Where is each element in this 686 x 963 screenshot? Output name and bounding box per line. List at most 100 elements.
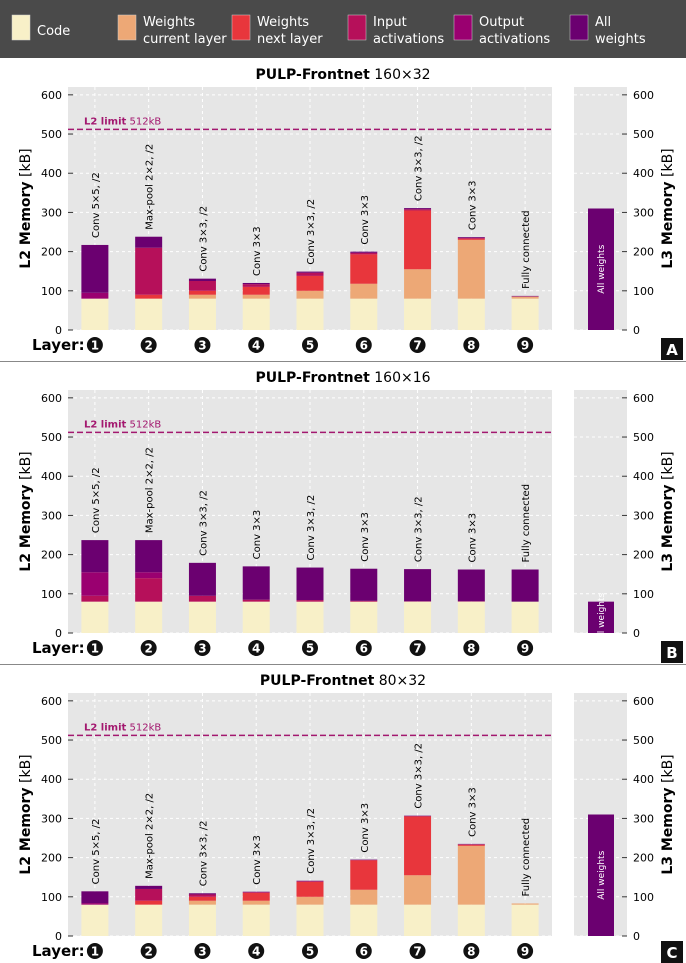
chart-title: PULP-Frontnet 160×16 bbox=[255, 370, 430, 386]
y-tick-label: 0 bbox=[633, 324, 640, 337]
l3-bar bbox=[588, 208, 614, 330]
y-tick-label: 400 bbox=[41, 470, 62, 483]
bar-segment-code bbox=[296, 601, 324, 633]
bar-segment-all-w bbox=[188, 893, 216, 895]
layer-type-label: Conv 3×3 bbox=[252, 226, 263, 276]
bar-segment-all-w bbox=[404, 208, 432, 210]
layer-type-label: Conv 3×3 bbox=[467, 787, 478, 837]
layer-type-label: Conv 3×3 bbox=[467, 180, 478, 230]
y-tick-label: 200 bbox=[41, 246, 62, 259]
layer-number: 6 bbox=[360, 642, 368, 656]
layer-number-badge bbox=[409, 943, 426, 959]
panel-letter-badge bbox=[661, 338, 683, 360]
bar-segment-in-act bbox=[188, 281, 216, 291]
bar-segment-w-cur bbox=[242, 900, 270, 905]
y-tick-label: 100 bbox=[41, 285, 62, 298]
layer-type-label: Conv 3×3, /2 bbox=[306, 808, 317, 874]
y-tick-label: 600 bbox=[633, 89, 654, 102]
bar-segment-in-act bbox=[404, 209, 432, 211]
l3-axis-title: L3 Memory [kB] bbox=[660, 754, 676, 874]
layer-type-label: Conv 3×3 bbox=[467, 513, 478, 563]
y-tick-label: 200 bbox=[633, 246, 654, 259]
y-tick-label: 0 bbox=[55, 324, 62, 337]
y-tick-label: 600 bbox=[41, 695, 62, 708]
y-tick-label: 600 bbox=[633, 392, 654, 405]
layer-type-label: Conv 5×5, /2 bbox=[91, 467, 102, 533]
bar-segment-code bbox=[457, 298, 485, 330]
bar-segment-code bbox=[511, 298, 539, 330]
bar-segment-code bbox=[242, 904, 270, 936]
y-tick-label: 100 bbox=[41, 588, 62, 601]
panel-c: PULP-Frontnet 80×32 0 0 100 100 200 200 300 300 4… bbox=[0, 666, 686, 963]
bar-segment-code bbox=[188, 298, 216, 330]
bar-segment-code bbox=[135, 904, 163, 936]
layer-type-label: Conv 3×3, /2 bbox=[306, 199, 317, 265]
legend-label: activations bbox=[373, 32, 444, 47]
panel-letter: B bbox=[666, 644, 677, 662]
l2-axis-title: L2 Memory [kB] bbox=[18, 451, 34, 571]
bar-segment-w-cur bbox=[457, 239, 485, 299]
layer-number-badge bbox=[409, 337, 426, 353]
bar-segment-w-next bbox=[350, 254, 378, 284]
y-tick-label: 200 bbox=[41, 549, 62, 562]
panel-letter-badge bbox=[661, 941, 683, 963]
layer-number: 8 bbox=[467, 945, 475, 959]
legend-label: Input bbox=[373, 15, 407, 30]
bar-segment-w-cur bbox=[296, 290, 324, 299]
y-tick-label: 100 bbox=[41, 891, 62, 904]
y-tick-label: 400 bbox=[633, 167, 654, 180]
layer-type-label: Conv 3×3 bbox=[360, 803, 371, 853]
layer-number: 9 bbox=[521, 642, 529, 656]
bar-segment-w-next bbox=[242, 286, 270, 295]
layer-type-label: Conv 3×3 bbox=[252, 835, 263, 885]
layer-number-badge bbox=[140, 337, 157, 353]
bar-segment-all-w bbox=[457, 237, 485, 238]
y-tick-label: 400 bbox=[41, 773, 62, 786]
layer-number-badge bbox=[463, 943, 480, 959]
bar-segment-all-w bbox=[135, 236, 163, 248]
l3-bar bbox=[588, 814, 614, 936]
bar-segment-code bbox=[296, 298, 324, 330]
y-tick-label: 0 bbox=[633, 627, 640, 640]
chart-title: PULP-Frontnet 160×32 bbox=[255, 67, 430, 83]
layer-type-label: Conv 3×3 bbox=[252, 510, 263, 560]
legend-bar: Code Weights current layer Weights next laye… bbox=[0, 0, 686, 58]
layer-number: 8 bbox=[467, 642, 475, 656]
bar-segment-w-next bbox=[296, 881, 324, 897]
bar-segment-all-w bbox=[350, 251, 378, 253]
y-tick-label: 200 bbox=[633, 852, 654, 865]
bar-segment-in-act bbox=[242, 892, 270, 893]
bar-segment-out-act bbox=[81, 292, 109, 299]
legend-swatch bbox=[569, 14, 589, 41]
bar-segment-all-w bbox=[350, 568, 378, 601]
bar-segment-in-act bbox=[135, 247, 163, 295]
y-tick-label: 0 bbox=[55, 627, 62, 640]
y-tick-label: 300 bbox=[633, 812, 654, 825]
layer-number: 4 bbox=[252, 339, 260, 353]
bar-segment-w-cur bbox=[296, 896, 324, 905]
bar-segment-all-w bbox=[81, 891, 109, 904]
bar-segment-w-next bbox=[350, 860, 378, 890]
layer-number: 7 bbox=[413, 642, 421, 656]
layer-number-badge bbox=[463, 640, 480, 656]
bar-segment-code bbox=[242, 601, 270, 633]
bar-segment-code bbox=[81, 298, 109, 330]
l3-bar-label: All weights bbox=[597, 592, 607, 641]
layer-type-label: Conv 3×3, /2 bbox=[306, 495, 317, 561]
layer-number-badge bbox=[140, 943, 157, 959]
bar-segment-code bbox=[242, 298, 270, 330]
layer-number-badge bbox=[355, 640, 372, 656]
bar-segment-code bbox=[188, 601, 216, 633]
y-tick-label: 500 bbox=[41, 128, 62, 141]
bar-segment-w-next bbox=[135, 294, 163, 299]
bar-segment-in-act bbox=[296, 600, 324, 602]
y-tick-label: 0 bbox=[55, 930, 62, 943]
bar-segment-all-w bbox=[81, 540, 109, 573]
bar-segment-all-w bbox=[81, 244, 109, 293]
bar-segment-all-w bbox=[135, 540, 163, 573]
bar-segment-all-w bbox=[457, 569, 485, 602]
layer-number: 9 bbox=[521, 945, 529, 959]
layer-number-badge bbox=[517, 943, 534, 959]
layer-number: 5 bbox=[306, 339, 314, 353]
bar-segment-w-next bbox=[457, 238, 485, 240]
